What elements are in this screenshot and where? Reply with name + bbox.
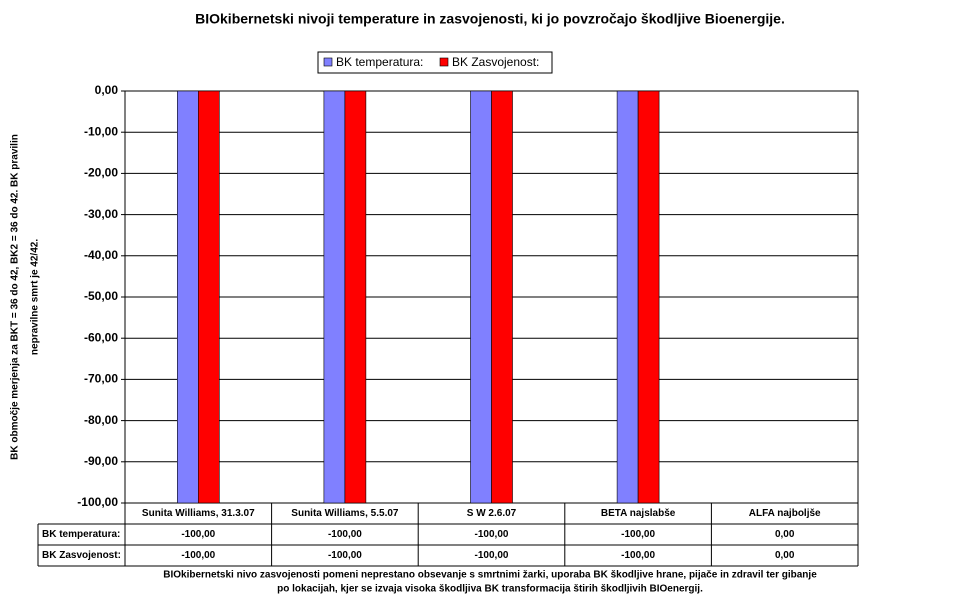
table-value: -100,00 <box>621 550 655 561</box>
bar <box>637 90 660 504</box>
bar <box>344 90 367 504</box>
y-tick-label: -20,00 <box>84 166 118 180</box>
table-row-label: BK Zasvojenost: <box>42 550 121 561</box>
bar <box>616 90 639 504</box>
legend-swatch <box>439 57 449 67</box>
table-value: 0,00 <box>775 550 795 561</box>
y-label-line: nepravilne smrt je 42/42. <box>30 239 41 355</box>
footnote: po lokacijah, kjer se izvaja visoka škod… <box>277 584 703 595</box>
bar <box>470 90 492 504</box>
bar <box>198 90 220 504</box>
y-tick-label: -80,00 <box>84 413 118 427</box>
y-tick-label: -100,00 <box>77 495 118 509</box>
y-tick-label: -50,00 <box>84 289 118 303</box>
table-value: -100,00 <box>181 550 215 561</box>
footnote: BIOkibernetski nivo zasvojenosti pomeni … <box>163 570 817 581</box>
x-tick-label: BETA najslabše <box>601 508 676 519</box>
table-row-label: BK temperatura: <box>42 529 120 540</box>
legend-swatch <box>323 57 333 67</box>
y-tick-label: -70,00 <box>84 372 118 386</box>
x-tick-label: Sunita Williams, 31.3.07 <box>142 508 255 519</box>
y-tick-label: -10,00 <box>84 124 118 138</box>
chart-title: BIOkibernetski nivoji temperature in zas… <box>195 11 785 27</box>
legend-box <box>317 51 553 74</box>
table-value: -100,00 <box>621 529 655 540</box>
bar <box>177 90 199 504</box>
y-tick-label: -30,00 <box>84 207 118 221</box>
x-tick-label: S W 2.6.07 <box>467 508 517 519</box>
y-tick-label: -60,00 <box>84 330 118 344</box>
y-tick-label: -90,00 <box>84 454 118 468</box>
y-tick-label: 0,00 <box>95 83 119 97</box>
y-label: BK območje merjenja za BKT = 36 do 42, B… <box>10 134 41 460</box>
table-value: -100,00 <box>328 550 362 561</box>
table-value: 0,00 <box>775 529 795 540</box>
legend-label: BK temperatura: <box>336 55 423 69</box>
table-value: -100,00 <box>328 529 362 540</box>
table-value: -100,00 <box>475 529 509 540</box>
y-label-line: BK območje merjenja za BKT = 36 do 42, B… <box>10 134 21 460</box>
x-tick-label: Sunita Williams, 5.5.07 <box>291 508 399 519</box>
legend-label: BK Zasvojenost: <box>452 55 539 69</box>
bar <box>323 90 346 504</box>
y-tick-label: -40,00 <box>84 248 118 262</box>
bar <box>491 90 513 504</box>
table-value: -100,00 <box>181 529 215 540</box>
table-value: -100,00 <box>475 550 509 561</box>
x-tick-label: ALFA najboljše <box>749 508 821 519</box>
